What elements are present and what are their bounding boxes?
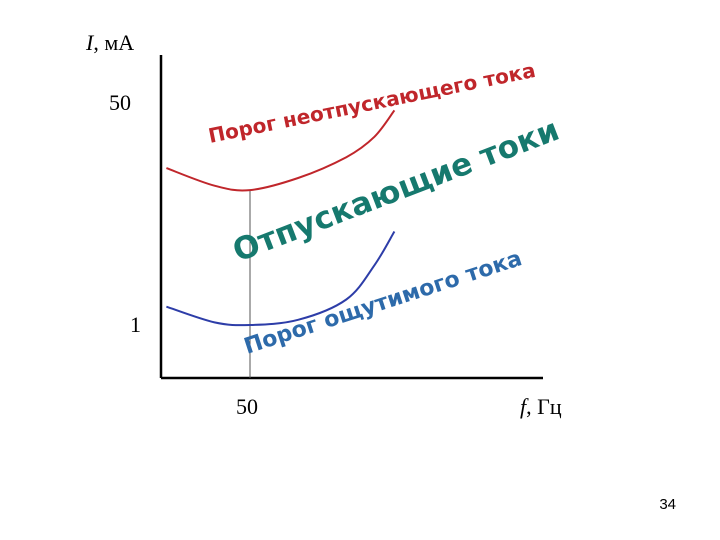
series-label-upper-text: Порог неотпускающего тока [206, 58, 537, 148]
x-axis-unit: , Гц [526, 394, 562, 419]
region-label-text: Отпускающие токи [228, 112, 564, 270]
y-tick-label: 50 [109, 90, 131, 115]
series-line-lower [166, 230, 396, 327]
axes [159, 55, 543, 380]
y-axis-unit: , мА [93, 30, 134, 55]
series-label-lower-text: Порог ощутимого тока [241, 246, 525, 360]
x-axis-label: f, Гц [520, 394, 562, 419]
y-axis-symbol: I [85, 30, 95, 55]
series-line-upper [166, 109, 396, 192]
page-number: 34 [659, 496, 676, 513]
series-label-upper: Порог неотпускающего тока [206, 58, 537, 148]
y-tick-label: 1 [130, 312, 141, 337]
x-tick-label: 50 [236, 394, 258, 419]
series-label-lower: Порог ощутимого тока [241, 246, 525, 360]
curves [166, 109, 396, 327]
x-axis-symbol: f [520, 394, 529, 419]
region-label: Отпускающие токи [228, 112, 564, 270]
y-axis-label: I, мА [85, 30, 134, 55]
